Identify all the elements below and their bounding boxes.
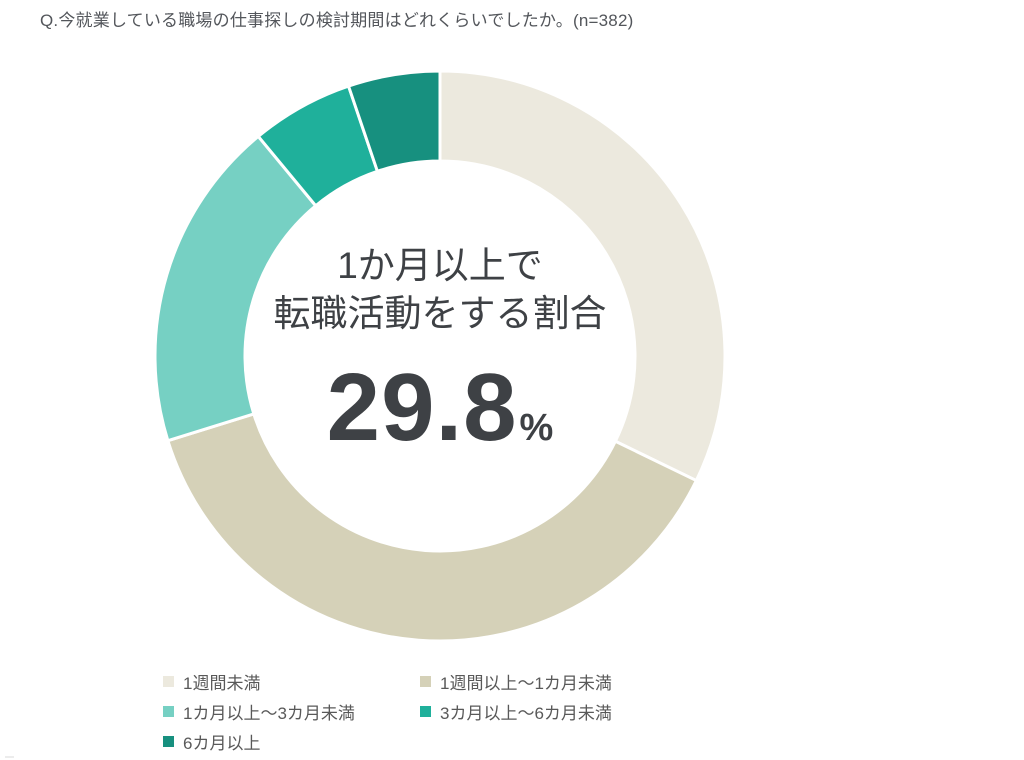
legend-label: 1カ月以上～3カ月未満: [183, 703, 355, 723]
donut-chart-svg: [153, 69, 727, 643]
legend-swatch: [420, 675, 431, 687]
chart-title: Q.今就業している職場の仕事探しの検討期間はどれくらいでしたか。(n=382): [40, 11, 634, 30]
legend-item-4: 6カ月以上: [163, 729, 420, 754]
legend-item-2: 1カ月以上～3カ月未満: [163, 699, 420, 724]
legend-label: 1週間以上～1カ月未満: [440, 673, 612, 693]
legend-label: 3カ月以上～6カ月未満: [440, 703, 612, 723]
legend-label: 1週間未満: [183, 673, 261, 693]
legend-swatch: [163, 675, 174, 687]
legend-swatch: [420, 705, 431, 717]
legend-item-0: 1週間未満: [163, 669, 420, 694]
legend-item-3: 3カ月以上～6カ月未満: [420, 699, 750, 724]
page-edge-artifact: [5, 756, 14, 758]
donut-segment-4: [347, 69, 442, 173]
donut-segment-1: [166, 412, 698, 643]
legend-item-1: 1週間以上～1カ月未満: [420, 669, 750, 694]
legend-swatch: [163, 705, 174, 717]
donut-segment-2: [153, 134, 318, 443]
donut-chart: [130, 46, 750, 666]
legend-swatch: [163, 735, 174, 747]
donut-segment-0: [438, 69, 727, 483]
legend-label: 6カ月以上: [183, 733, 261, 753]
chart-legend: 1週間未満 1週間以上～1カ月未満 1カ月以上～3カ月未満 3カ月以上～6カ月未満 6カ…: [163, 666, 750, 756]
